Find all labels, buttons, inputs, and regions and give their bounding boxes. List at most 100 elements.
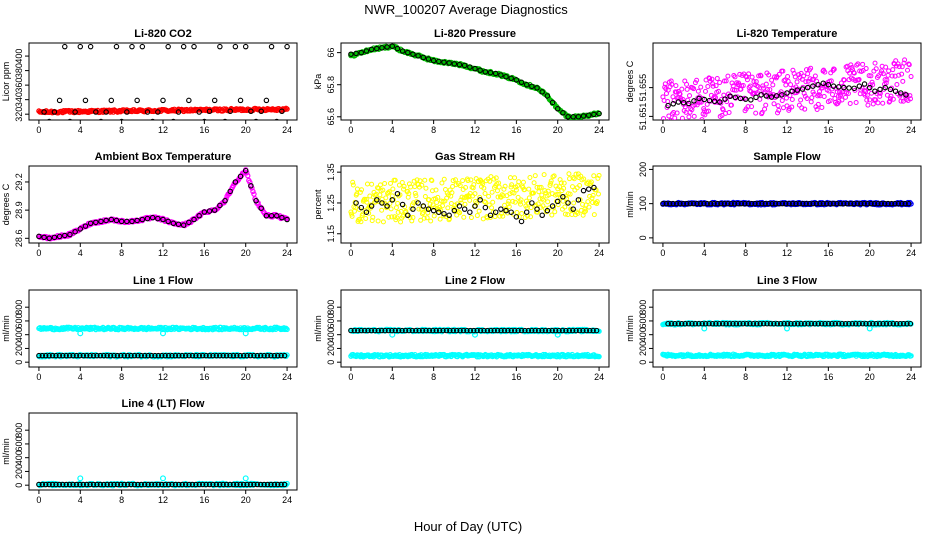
data-point (866, 325, 873, 332)
data-point (111, 352, 117, 359)
series-cyan (348, 351, 602, 360)
data-point (237, 173, 244, 180)
data-point (705, 108, 711, 114)
data-point (705, 83, 711, 89)
data-point (160, 330, 167, 337)
data-point (737, 95, 744, 102)
data-point (189, 352, 196, 359)
data-point (823, 200, 830, 207)
data-point (853, 99, 859, 105)
data-point (899, 71, 905, 77)
data-point (160, 475, 167, 482)
x-tick-label: 4 (702, 248, 707, 258)
data-point (525, 327, 532, 334)
data-point (763, 93, 770, 99)
data-point (562, 211, 568, 217)
x-tick-label: 12 (158, 495, 168, 505)
data-point (368, 46, 375, 53)
plot-area (348, 326, 602, 360)
data-point (227, 352, 233, 359)
data-point (42, 481, 49, 488)
data-point (53, 352, 59, 359)
data-point (363, 48, 370, 54)
data-point (572, 187, 578, 193)
data-point (831, 66, 837, 72)
data-point (257, 352, 264, 359)
data-point (785, 74, 791, 80)
x-tick-label: 0 (660, 372, 665, 382)
data-point (242, 167, 249, 174)
data-point (721, 78, 727, 84)
data-point (457, 327, 463, 334)
data-point (213, 352, 220, 359)
data-point (742, 96, 749, 102)
data-point (532, 327, 538, 334)
data-point (431, 213, 437, 219)
x-tick-label: 20 (553, 125, 563, 135)
data-point (410, 215, 416, 221)
y-tick-label: 400 (326, 327, 336, 342)
data-point (896, 72, 902, 78)
data-point (430, 57, 437, 64)
data-point (386, 189, 392, 195)
data-point (564, 199, 570, 205)
data-point (232, 43, 239, 50)
data-point (350, 179, 356, 185)
data-point (441, 210, 447, 217)
x-tick-label: 4 (390, 248, 395, 258)
series-green (348, 43, 602, 120)
data-point (217, 481, 223, 488)
data-point (694, 200, 700, 207)
data-point (796, 200, 803, 207)
data-point (868, 200, 874, 207)
data-point (430, 327, 436, 334)
data-point (762, 200, 769, 207)
y-tick-label: 51.655 (638, 74, 648, 102)
data-point (492, 214, 498, 220)
data-point (247, 481, 254, 488)
data-point (814, 106, 820, 112)
x-tick-label: 16 (199, 125, 209, 135)
x-tick-label: 12 (470, 125, 480, 135)
data-point (552, 209, 558, 215)
data-point (660, 200, 666, 207)
data-point (406, 191, 412, 197)
data-point (849, 64, 855, 70)
data-point (131, 481, 138, 488)
data-point (856, 320, 862, 327)
data-point (730, 320, 736, 327)
data-point (399, 201, 406, 208)
data-point (545, 199, 551, 205)
data-point (779, 92, 785, 98)
data-point (538, 184, 544, 190)
data-point (528, 214, 534, 220)
data-point (264, 481, 271, 488)
data-point (747, 83, 753, 89)
y-tick-label: 66 (326, 48, 336, 58)
data-point (877, 93, 883, 99)
data-point (593, 327, 600, 334)
y-axis-label: degrees C (625, 60, 635, 102)
data-point (191, 43, 197, 50)
data-point (815, 93, 821, 99)
data-point (359, 187, 365, 193)
data-point (247, 352, 254, 359)
data-point (474, 213, 480, 219)
data-point (591, 111, 597, 118)
data-point (483, 199, 489, 205)
data-point (889, 85, 895, 91)
data-point (118, 481, 124, 488)
data-point (263, 97, 270, 104)
data-point (720, 107, 726, 113)
plot-frame (340, 42, 610, 121)
data-point (839, 97, 845, 103)
data-point (548, 180, 554, 186)
data-point (447, 216, 453, 222)
data-point (73, 481, 80, 488)
data-point (846, 85, 852, 91)
x-tick-label: 4 (78, 248, 83, 258)
data-point (822, 320, 828, 327)
y-tick-label: 200 (638, 341, 648, 356)
data-point (49, 481, 56, 488)
